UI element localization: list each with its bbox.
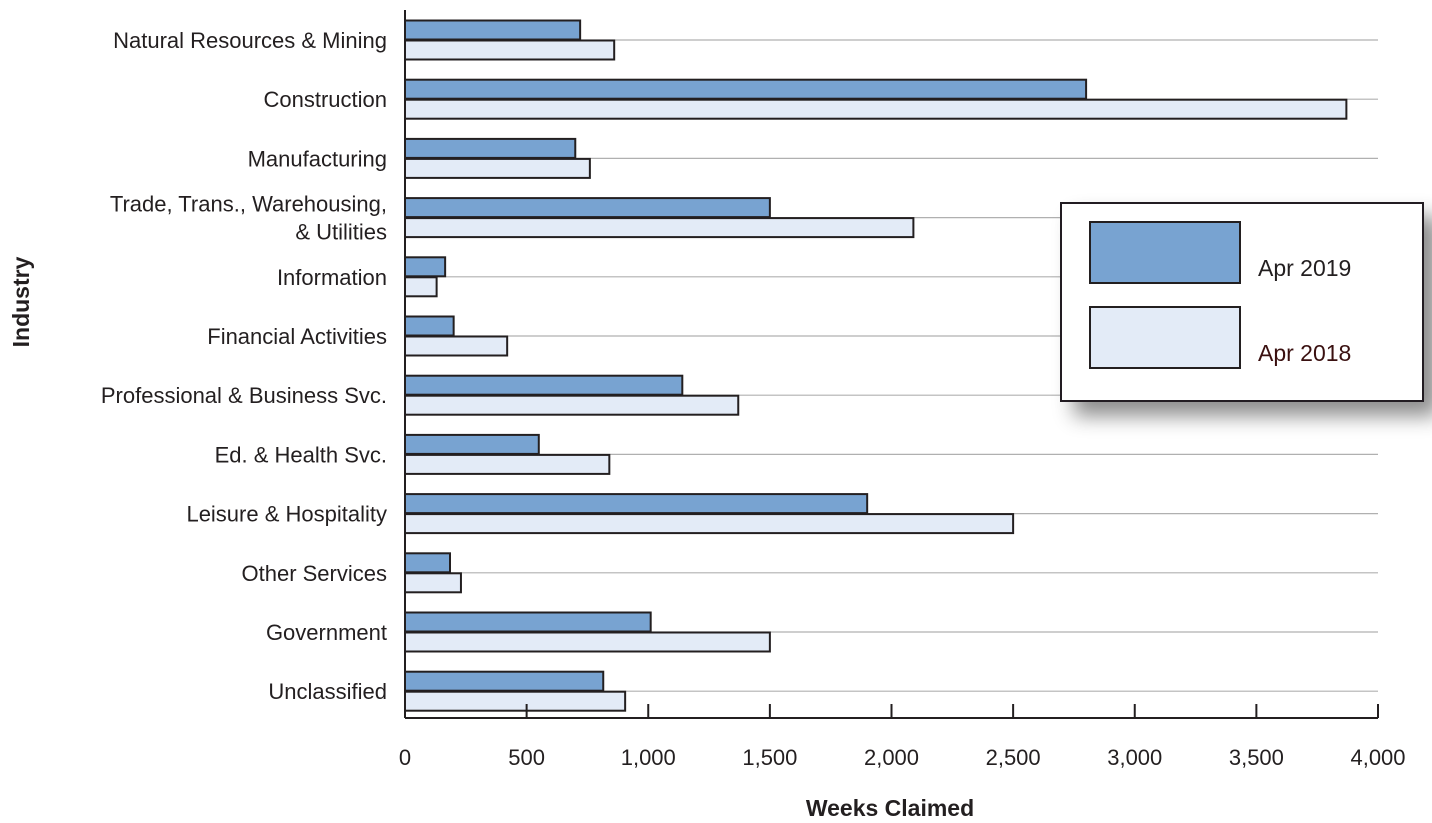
bar-apr-2019-leisure-hospitality bbox=[404, 493, 869, 515]
legend-label-apr-2019: Apr 2019 bbox=[1258, 255, 1351, 281]
category-label-other-services: Other Services bbox=[242, 561, 388, 586]
x-tick-label-2000: 2,000 bbox=[864, 745, 919, 770]
bar-apr-2019-trade-trans-warehousing-utilities bbox=[404, 197, 771, 219]
category-label-construction: Construction bbox=[263, 87, 387, 112]
category-labels: Natural Resources & Mining Construction Ma… bbox=[101, 28, 387, 704]
bar-apr-2019-unclassified bbox=[404, 670, 605, 692]
x-tick-label-0: 0 bbox=[399, 745, 411, 770]
category-label-professional-business-svc: Professional & Business Svc. bbox=[101, 383, 387, 408]
category-label-natural-resources-mining: Natural Resources & Mining bbox=[113, 28, 387, 53]
bar-apr-2018-other-services bbox=[404, 572, 462, 594]
x-tick-label-3500: 3,500 bbox=[1229, 745, 1284, 770]
bar-apr-2018-ed-health-svc bbox=[404, 453, 611, 475]
x-axis-title: Weeks Claimed bbox=[806, 795, 974, 821]
x-tick-label-3000: 3,000 bbox=[1107, 745, 1162, 770]
bar-apr-2018-manufacturing bbox=[404, 157, 591, 179]
bar-apr-2018-natural-resources-mining bbox=[404, 39, 616, 61]
bar-apr-2019-financial-activities bbox=[404, 315, 455, 337]
legend: Apr 2019 Apr 2018 bbox=[1060, 202, 1424, 402]
bar-apr-2018-trade-trans-warehousing-utilities bbox=[404, 217, 915, 239]
x-tick-label-1500: 1,500 bbox=[742, 745, 797, 770]
category-label-trade-trans-warehousing-utilities: Trade, Trans., Warehousing, & Utilities bbox=[110, 192, 387, 245]
category-label-ed-health-svc: Ed. & Health Svc. bbox=[215, 442, 387, 467]
bar-apr-2019-ed-health-svc bbox=[404, 433, 540, 455]
bar-apr-2018-leisure-hospitality bbox=[404, 513, 1015, 535]
bar-apr-2019-professional-business-svc bbox=[404, 374, 684, 396]
bar-apr-2019-construction bbox=[404, 78, 1088, 100]
category-label-government: Government bbox=[266, 620, 387, 645]
bar-apr-2018-unclassified bbox=[404, 690, 627, 712]
y-axis-title: Industry bbox=[8, 256, 34, 347]
bar-apr-2019-information bbox=[404, 256, 447, 278]
bar-apr-2018-construction bbox=[404, 98, 1348, 120]
legend-swatch-apr-2018 bbox=[1089, 306, 1241, 369]
category-label-unclassified: Unclassified bbox=[268, 679, 387, 704]
bar-apr-2018-financial-activities bbox=[404, 335, 509, 357]
x-tick-labels: 0 500 1,000 1,500 2,000 2,500 3,000 3,500 4,000 bbox=[399, 745, 1406, 770]
x-tick-label-4000: 4,000 bbox=[1350, 745, 1405, 770]
axes bbox=[404, 10, 1379, 719]
bar-apr-2019-other-services bbox=[404, 552, 452, 574]
legend-swatch-apr-2019 bbox=[1089, 221, 1241, 284]
bar-apr-2019-natural-resources-mining bbox=[404, 19, 582, 41]
bar-apr-2019-manufacturing bbox=[404, 137, 577, 159]
x-tick-label-1000: 1,000 bbox=[621, 745, 676, 770]
legend-label-apr-2018: Apr 2018 bbox=[1258, 340, 1351, 366]
x-tick-label-500: 500 bbox=[508, 745, 545, 770]
bar-apr-2018-information bbox=[404, 276, 438, 298]
bar-apr-2018-government bbox=[404, 631, 771, 653]
category-label-information: Information bbox=[277, 265, 387, 290]
x-tick-label-2500: 2,500 bbox=[986, 745, 1041, 770]
bar-apr-2018-professional-business-svc bbox=[404, 394, 740, 416]
category-label-financial-activities: Financial Activities bbox=[207, 324, 387, 349]
category-label-leisure-hospitality: Leisure & Hospitality bbox=[186, 502, 387, 527]
bar-apr-2019-government bbox=[404, 611, 652, 633]
category-label-manufacturing: Manufacturing bbox=[248, 146, 387, 171]
